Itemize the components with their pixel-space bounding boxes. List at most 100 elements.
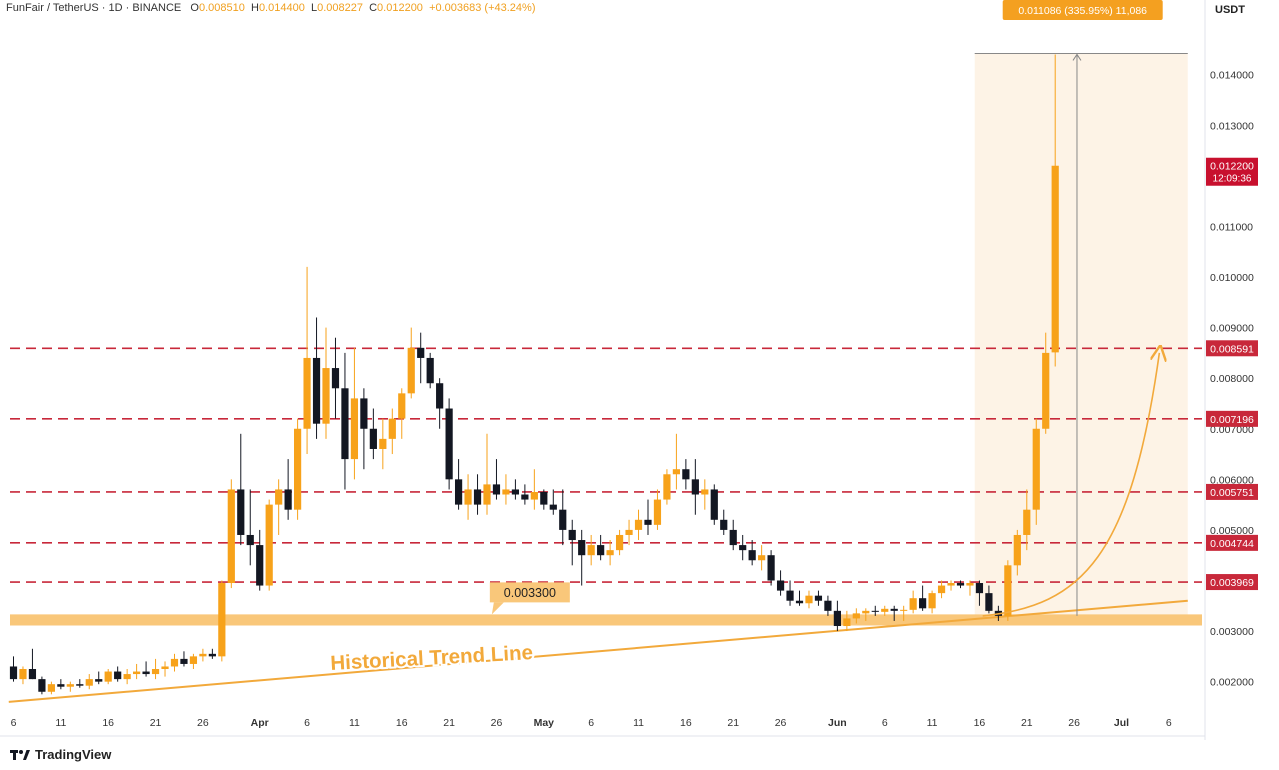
candle-body [246,534,254,546]
candle [492,459,501,500]
candle-body [786,590,794,601]
tradingview-logo[interactable]: TradingView [10,747,111,762]
candle-body [303,357,311,429]
candle [104,669,112,685]
candle [246,489,254,566]
candle-body [672,469,680,475]
candle-body [928,593,936,609]
candle-body [284,489,292,510]
measure-label: 0.011086 (335.95%) 11,086 [1018,5,1147,17]
candle [767,550,775,586]
measure-box [974,53,1188,616]
trend-line-layer [8,599,1188,703]
candle-body [492,484,501,495]
candle [776,570,785,596]
close-label: C [369,2,378,14]
candle-body [615,534,624,551]
candle-body [511,489,520,495]
candle [284,459,292,520]
candle-body [606,550,614,556]
resistance-price-badge [1206,534,1258,551]
projection-arrow [982,353,1160,617]
tradingview-brand-text: TradingView [35,747,112,762]
time-tick-label: 6 [304,717,310,729]
candle [1051,54,1059,367]
candle-body [227,489,235,584]
candle-body [530,491,538,500]
support-label-pointer [491,602,504,615]
candle [843,610,851,632]
candle-body [833,610,841,627]
measure-region [974,52,1188,617]
candle [748,540,756,566]
resistance-price-label: 0.004744 [1210,538,1254,550]
candle-body [28,669,37,680]
candle-body [133,671,141,675]
time-tick-label: 16 [974,717,986,729]
candle [975,580,984,606]
symbol-header: FunFair / TetherUS · 1D · BINANCE O0.008… [6,2,535,14]
candle-body [578,540,586,556]
time-tick-label: 26 [1068,717,1080,729]
candle [360,388,368,470]
support-zone [10,614,1202,626]
time-tick-label: 21 [1021,717,1033,729]
candle-body [417,347,425,358]
candle-body [748,550,756,561]
candle-body [549,504,557,510]
candle-body [379,438,387,449]
candle-body [1023,509,1031,535]
candle [142,661,150,677]
candle [312,317,321,439]
currency-unit[interactable]: USDT [1215,4,1245,16]
candle [833,600,841,632]
measure-label-box [1002,0,1163,20]
change-value: +0.003683 (+43.24%) [429,2,536,14]
candle [95,671,103,685]
candle-body [890,608,898,611]
candle [208,648,216,659]
time-tick-label: 21 [727,717,739,729]
candle [123,669,131,685]
candle-body [483,484,491,505]
candle [739,534,747,561]
candle [900,605,908,621]
high-label: H [250,2,259,14]
historical-trend-line [8,599,1188,703]
candle-body [369,428,377,449]
candle [133,663,141,680]
candle [937,580,946,599]
candle [634,509,643,541]
open-label: O [190,2,199,14]
candle-body [123,674,131,680]
candle [66,681,74,692]
candle [578,529,586,586]
candle [710,484,718,525]
candle-body [947,583,955,586]
candle [786,580,794,606]
candle-body [398,393,406,419]
candle [919,585,927,611]
candle-body [710,489,718,520]
candle-body [265,504,273,586]
candle [881,605,889,616]
candle [928,590,936,614]
candle [805,590,813,609]
tradingview-logo-icon [10,749,30,761]
price-tick-label: 0.009000 [1210,323,1254,335]
candle [824,595,832,616]
candle-body [473,489,482,505]
time-tick-label: 16 [396,717,408,729]
time-tick-label: 11 [55,717,66,729]
open-value: 0.008510 [198,2,245,14]
candle-body [426,357,434,384]
candle [464,474,472,520]
candle-body [189,656,198,664]
candle [199,648,207,662]
candle-body [76,684,84,686]
candle [388,408,396,455]
candle [682,459,690,490]
candle-body [445,408,453,480]
candle [985,585,993,614]
